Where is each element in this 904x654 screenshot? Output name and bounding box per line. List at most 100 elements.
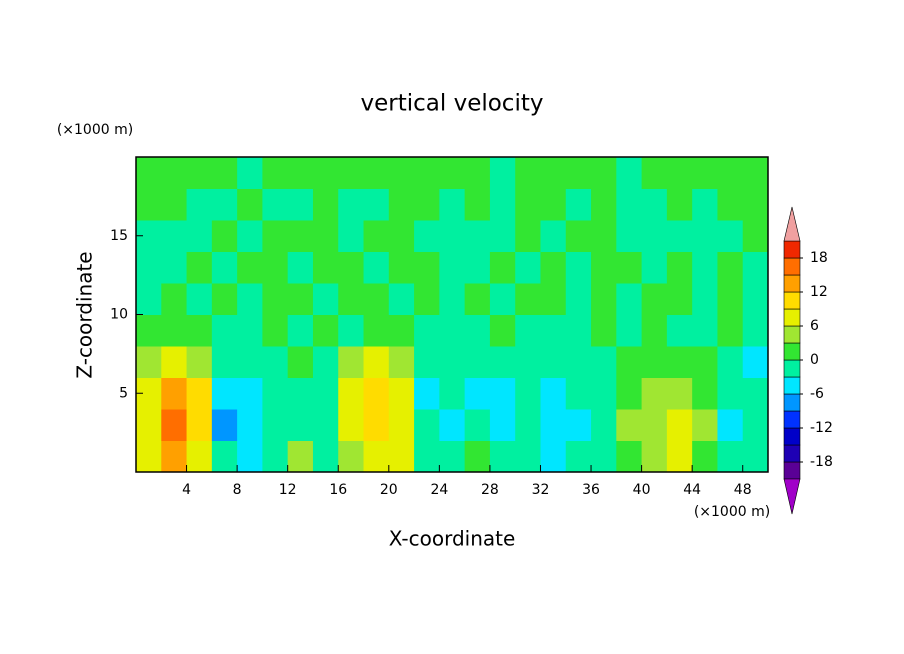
field-cell (161, 283, 188, 315)
y-tick-label: 15 (110, 228, 128, 244)
field-cell (717, 188, 744, 221)
field-cell (515, 409, 541, 441)
field-cell (489, 440, 516, 473)
field-cell (211, 157, 238, 189)
field-cell (211, 188, 238, 221)
field-cell (439, 377, 466, 410)
field-cell (565, 157, 592, 189)
field-cell (136, 440, 162, 473)
field-cell (742, 346, 769, 378)
field-cell (641, 409, 668, 441)
field-cell (186, 314, 213, 347)
field-cell (211, 251, 238, 284)
field-cell (338, 377, 365, 410)
colorbar-tick-label: 0 (810, 352, 819, 368)
field-cell (312, 251, 339, 284)
field-cell (489, 251, 516, 284)
field-cell (641, 346, 668, 378)
field-cell (641, 283, 668, 315)
colorbar-bin (783, 393, 801, 412)
field-cell (338, 157, 365, 189)
field-cell (692, 346, 718, 378)
field-cell (591, 188, 617, 221)
field-cell (136, 283, 162, 315)
field-cell (363, 440, 390, 473)
field-cell (136, 346, 162, 378)
field-cell (515, 188, 541, 221)
field-cell (591, 251, 617, 284)
field-cell (591, 157, 617, 189)
field-cell (262, 346, 289, 378)
field-cell (742, 220, 769, 252)
field-cell (136, 157, 162, 189)
field-cell (717, 283, 744, 315)
field-cell (717, 377, 744, 410)
colorbar-low (783, 478, 801, 515)
colorbar-bin (783, 308, 801, 327)
field-cell (161, 346, 188, 378)
field-cell (489, 314, 516, 347)
colorbar-tick-label: 18 (810, 250, 828, 266)
field-cell (692, 283, 718, 315)
field-cell (666, 283, 693, 315)
field-cell (287, 346, 314, 378)
field-cell (161, 251, 188, 284)
field-cell (161, 157, 188, 189)
field-cell (338, 220, 365, 252)
field-cell (666, 251, 693, 284)
field-cell (414, 220, 440, 252)
field-cell (666, 188, 693, 221)
field-cell (464, 157, 491, 189)
field-cell (489, 377, 516, 410)
colorbar-bin (783, 240, 801, 259)
field-cell (312, 188, 339, 221)
field-cell (161, 188, 188, 221)
field-cell (211, 409, 238, 441)
field-cell (262, 377, 289, 410)
x-tick-label: 16 (329, 482, 347, 498)
field-cell (262, 251, 289, 284)
field-cell (565, 346, 592, 378)
field-cell (338, 251, 365, 284)
field-cell (717, 409, 744, 441)
field-cell (565, 409, 592, 441)
field-cell (616, 346, 643, 378)
field-cell (489, 409, 516, 441)
field-cell (692, 220, 718, 252)
x-tick-label: 8 (233, 482, 242, 498)
field-cell (717, 251, 744, 284)
x-tick-label: 12 (279, 482, 297, 498)
field-cell (515, 251, 541, 284)
field-cell (742, 440, 769, 473)
field-cell (692, 157, 718, 189)
field-cell (591, 314, 617, 347)
field-cell (641, 188, 668, 221)
field-cell (692, 409, 718, 441)
colorbar-bin (783, 342, 801, 361)
field-cell (237, 188, 263, 221)
field-cell (464, 346, 491, 378)
field-cell (262, 157, 289, 189)
field-cell (489, 188, 516, 221)
field-cell (186, 409, 213, 441)
field-cell (540, 188, 567, 221)
chart-title: vertical velocity (361, 91, 544, 117)
field-cell (414, 251, 440, 284)
field-cell (666, 409, 693, 441)
colorbar-bin (783, 376, 801, 395)
field-cell (742, 314, 769, 347)
field-cell (237, 157, 263, 189)
field-cell (439, 251, 466, 284)
field-cell (287, 409, 314, 441)
field-cell (414, 157, 440, 189)
field-cell (489, 283, 516, 315)
field-cell (439, 314, 466, 347)
field-cell (464, 188, 491, 221)
field-cell (565, 251, 592, 284)
field-cell (287, 251, 314, 284)
field-cell (515, 377, 541, 410)
field-cell (136, 314, 162, 347)
field-cell (641, 440, 668, 473)
field-cell (136, 188, 162, 221)
field-cell (439, 409, 466, 441)
